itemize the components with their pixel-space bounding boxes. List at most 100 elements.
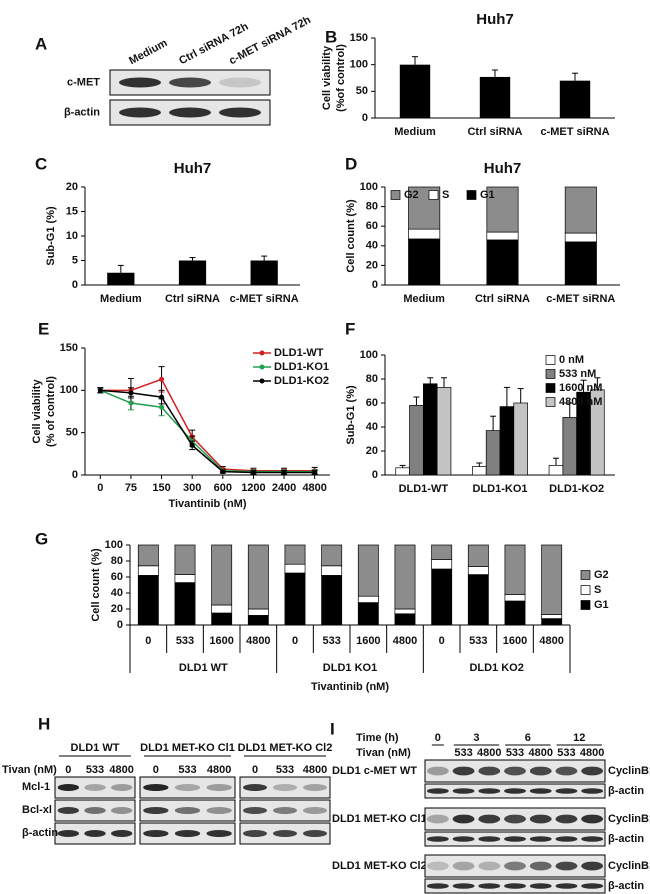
y-axis-label: Sub-G1 (%) bbox=[345, 385, 357, 445]
blot-band bbox=[504, 836, 526, 842]
y-tick-label: 100 bbox=[360, 181, 378, 193]
row-label: c-MET bbox=[67, 76, 100, 88]
blot-band bbox=[426, 883, 449, 889]
y-tick-label: 50 bbox=[356, 85, 368, 97]
blot-band bbox=[529, 788, 552, 794]
row-label: CyclinB1 bbox=[608, 813, 650, 825]
y-tick-label: 60 bbox=[111, 571, 123, 583]
point bbox=[189, 442, 195, 448]
panel-letter: G bbox=[35, 529, 48, 548]
bar bbox=[472, 466, 487, 476]
y-tick-label: 80 bbox=[111, 555, 123, 567]
blot-band bbox=[529, 814, 552, 824]
blot-band bbox=[219, 107, 261, 118]
row-label: β-actin bbox=[608, 785, 644, 797]
blot-band bbox=[581, 883, 604, 889]
blot-band bbox=[111, 784, 133, 791]
blot-frame bbox=[239, 799, 331, 822]
y-axis-label: (%of control) bbox=[335, 44, 347, 112]
y-tick-label: 60 bbox=[366, 220, 378, 232]
blot-band bbox=[504, 788, 526, 794]
blot-band bbox=[426, 861, 449, 871]
blot-band bbox=[273, 784, 297, 791]
chart-title: Huh7 bbox=[476, 11, 514, 28]
bar bbox=[250, 260, 278, 285]
y-tick-label: 100 bbox=[60, 384, 78, 396]
bar bbox=[436, 387, 452, 476]
blot-band bbox=[452, 814, 475, 824]
blot-band bbox=[504, 814, 526, 824]
legend-swatch bbox=[259, 350, 265, 356]
time-label: Time (h) bbox=[356, 732, 399, 744]
y-tick-label: 60 bbox=[366, 397, 378, 409]
x-tick-label: 1200 bbox=[241, 482, 265, 494]
bar-segment bbox=[564, 186, 597, 234]
row-label: β-actin bbox=[608, 880, 644, 892]
y-tick-label: 80 bbox=[366, 373, 378, 385]
blot-band bbox=[581, 766, 604, 776]
bar-segment bbox=[467, 544, 489, 567]
bar bbox=[548, 465, 564, 476]
blot-band bbox=[478, 861, 501, 871]
legend-label: G2 bbox=[594, 569, 609, 581]
dose: 0 bbox=[252, 764, 258, 776]
point bbox=[128, 400, 134, 406]
point bbox=[281, 469, 287, 475]
blot-band bbox=[581, 836, 604, 842]
x-tick-label: Ctrl siRNA bbox=[467, 126, 522, 138]
bar-segment bbox=[541, 614, 563, 619]
blot-band bbox=[143, 807, 169, 814]
y-tick-label: 10 bbox=[66, 230, 78, 242]
line bbox=[100, 389, 315, 473]
bar-segment bbox=[247, 544, 269, 610]
blot-band bbox=[57, 830, 79, 837]
y-tick-label: 0 bbox=[362, 112, 368, 124]
section-label: DLD1 MET-KO Cl1 bbox=[332, 813, 427, 825]
blot-band bbox=[84, 830, 106, 837]
blot-band bbox=[452, 861, 475, 871]
bar-segment bbox=[174, 544, 196, 575]
x-tick-label: Medium bbox=[100, 293, 142, 305]
panel-letter: A bbox=[35, 34, 47, 53]
blot-band bbox=[478, 836, 501, 842]
x-tick-label: DLD1-KO1 bbox=[472, 483, 527, 495]
legend-swatch bbox=[545, 397, 556, 407]
y-tick-label: 40 bbox=[366, 240, 378, 252]
blot-band bbox=[452, 883, 475, 889]
y-axis-label: Cell viability bbox=[321, 45, 333, 110]
blot-band bbox=[169, 77, 211, 88]
legend-swatch bbox=[428, 190, 439, 200]
legend-label: 533 nM bbox=[559, 368, 596, 380]
blot-band bbox=[303, 807, 327, 814]
bar bbox=[499, 406, 515, 476]
bar bbox=[409, 405, 424, 476]
group-label: DLD1 KO1 bbox=[323, 662, 377, 674]
bar-segment bbox=[211, 544, 233, 606]
bar-segment bbox=[284, 544, 306, 565]
blot-band bbox=[174, 830, 201, 837]
bar bbox=[513, 402, 528, 476]
x-tick-label: 600 bbox=[214, 482, 232, 494]
bar bbox=[399, 64, 431, 118]
bar-segment bbox=[247, 608, 269, 616]
dose: 4800 bbox=[580, 747, 604, 759]
x-tick-label: c-MET siRNA bbox=[540, 126, 609, 138]
line bbox=[100, 378, 315, 472]
y-tick-label: 20 bbox=[366, 259, 378, 271]
legend-label: S bbox=[594, 584, 601, 596]
row-label: CyclinB1 bbox=[608, 860, 650, 872]
blot-frame bbox=[139, 776, 236, 799]
bar-segment bbox=[504, 594, 526, 602]
bar-segment bbox=[137, 544, 159, 567]
group-label: DLD1 MET-KO Cl1 bbox=[140, 742, 235, 754]
legend-label: DLD1-WT bbox=[274, 347, 324, 359]
blot-band bbox=[243, 807, 267, 814]
bar-segment bbox=[431, 568, 453, 626]
dose-label: Tivan (nM) bbox=[2, 764, 57, 776]
blot-band bbox=[581, 861, 604, 871]
blot-band bbox=[581, 788, 604, 794]
bar-segment bbox=[408, 228, 441, 240]
time: 12 bbox=[573, 732, 585, 744]
blot-band bbox=[174, 807, 201, 814]
y-tick-label: 0 bbox=[372, 469, 378, 481]
